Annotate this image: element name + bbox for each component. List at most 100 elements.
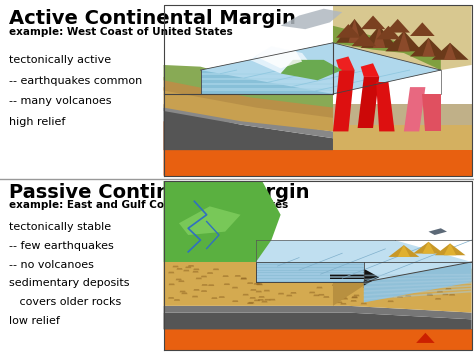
Polygon shape [173, 266, 179, 267]
Polygon shape [201, 78, 333, 80]
Polygon shape [247, 282, 253, 284]
Polygon shape [232, 300, 238, 302]
Polygon shape [223, 275, 229, 277]
Polygon shape [376, 26, 401, 39]
Polygon shape [260, 274, 266, 276]
Polygon shape [421, 273, 427, 275]
Polygon shape [164, 306, 472, 320]
Polygon shape [437, 291, 443, 293]
Polygon shape [405, 295, 411, 297]
Polygon shape [178, 280, 184, 282]
Polygon shape [255, 291, 262, 293]
Polygon shape [284, 274, 291, 276]
Polygon shape [164, 121, 302, 176]
Polygon shape [164, 65, 333, 108]
Polygon shape [183, 270, 190, 271]
Polygon shape [341, 284, 347, 285]
Polygon shape [337, 301, 343, 303]
Polygon shape [361, 26, 398, 48]
Polygon shape [192, 271, 199, 273]
Polygon shape [182, 293, 188, 294]
Polygon shape [241, 278, 247, 279]
Polygon shape [433, 272, 439, 274]
Polygon shape [445, 273, 451, 275]
Polygon shape [257, 284, 263, 285]
Polygon shape [355, 281, 361, 283]
Polygon shape [336, 19, 373, 43]
Polygon shape [315, 276, 321, 278]
Polygon shape [427, 294, 433, 295]
Polygon shape [401, 270, 407, 272]
Polygon shape [364, 282, 472, 288]
Polygon shape [442, 294, 448, 295]
Polygon shape [425, 279, 431, 280]
Polygon shape [256, 268, 364, 270]
Polygon shape [374, 268, 381, 270]
Polygon shape [371, 294, 377, 296]
Polygon shape [373, 26, 385, 48]
Polygon shape [443, 272, 449, 274]
Polygon shape [357, 77, 379, 128]
Text: Active Continental Margin: Active Continental Margin [9, 9, 296, 28]
Polygon shape [258, 296, 264, 298]
Polygon shape [243, 294, 249, 295]
Polygon shape [196, 278, 202, 279]
Polygon shape [164, 312, 472, 329]
Polygon shape [286, 295, 292, 296]
Polygon shape [397, 296, 403, 298]
Polygon shape [351, 300, 357, 302]
Polygon shape [333, 5, 472, 70]
Polygon shape [449, 294, 455, 296]
Polygon shape [394, 284, 401, 285]
Polygon shape [193, 268, 200, 270]
Polygon shape [164, 5, 472, 176]
Polygon shape [388, 284, 394, 286]
Polygon shape [180, 291, 186, 293]
Polygon shape [410, 38, 447, 56]
Polygon shape [398, 268, 404, 270]
Polygon shape [164, 108, 333, 150]
Polygon shape [401, 282, 407, 283]
Polygon shape [421, 285, 427, 287]
Polygon shape [256, 271, 364, 272]
Polygon shape [164, 329, 472, 350]
Polygon shape [444, 43, 456, 60]
Text: tectonically active: tectonically active [9, 55, 111, 65]
Polygon shape [404, 289, 410, 291]
Polygon shape [398, 31, 410, 51]
Polygon shape [361, 16, 385, 29]
Polygon shape [422, 279, 428, 280]
Polygon shape [208, 284, 214, 286]
Polygon shape [201, 43, 441, 94]
Polygon shape [201, 88, 333, 91]
Text: covers older rocks: covers older rocks [9, 297, 122, 307]
Polygon shape [264, 299, 271, 301]
Polygon shape [174, 299, 180, 301]
Polygon shape [179, 206, 240, 235]
Polygon shape [232, 287, 238, 288]
Polygon shape [256, 44, 302, 69]
Polygon shape [361, 63, 379, 77]
Polygon shape [201, 70, 333, 94]
Polygon shape [250, 297, 256, 299]
Polygon shape [336, 24, 361, 38]
Polygon shape [297, 273, 303, 274]
Polygon shape [333, 70, 355, 131]
Polygon shape [256, 276, 364, 278]
Polygon shape [435, 244, 465, 255]
Polygon shape [278, 293, 284, 294]
Polygon shape [436, 269, 442, 270]
Polygon shape [201, 73, 333, 75]
Polygon shape [164, 181, 472, 350]
Polygon shape [258, 299, 264, 301]
Polygon shape [341, 297, 347, 298]
Polygon shape [211, 297, 218, 299]
Text: example: East and Gulf Coasts of United States: example: East and Gulf Coasts of United … [9, 200, 289, 210]
Polygon shape [271, 266, 277, 267]
Polygon shape [364, 262, 472, 302]
Polygon shape [269, 299, 275, 300]
Polygon shape [338, 268, 344, 269]
Polygon shape [333, 125, 472, 150]
Polygon shape [175, 279, 182, 280]
Polygon shape [385, 31, 422, 51]
